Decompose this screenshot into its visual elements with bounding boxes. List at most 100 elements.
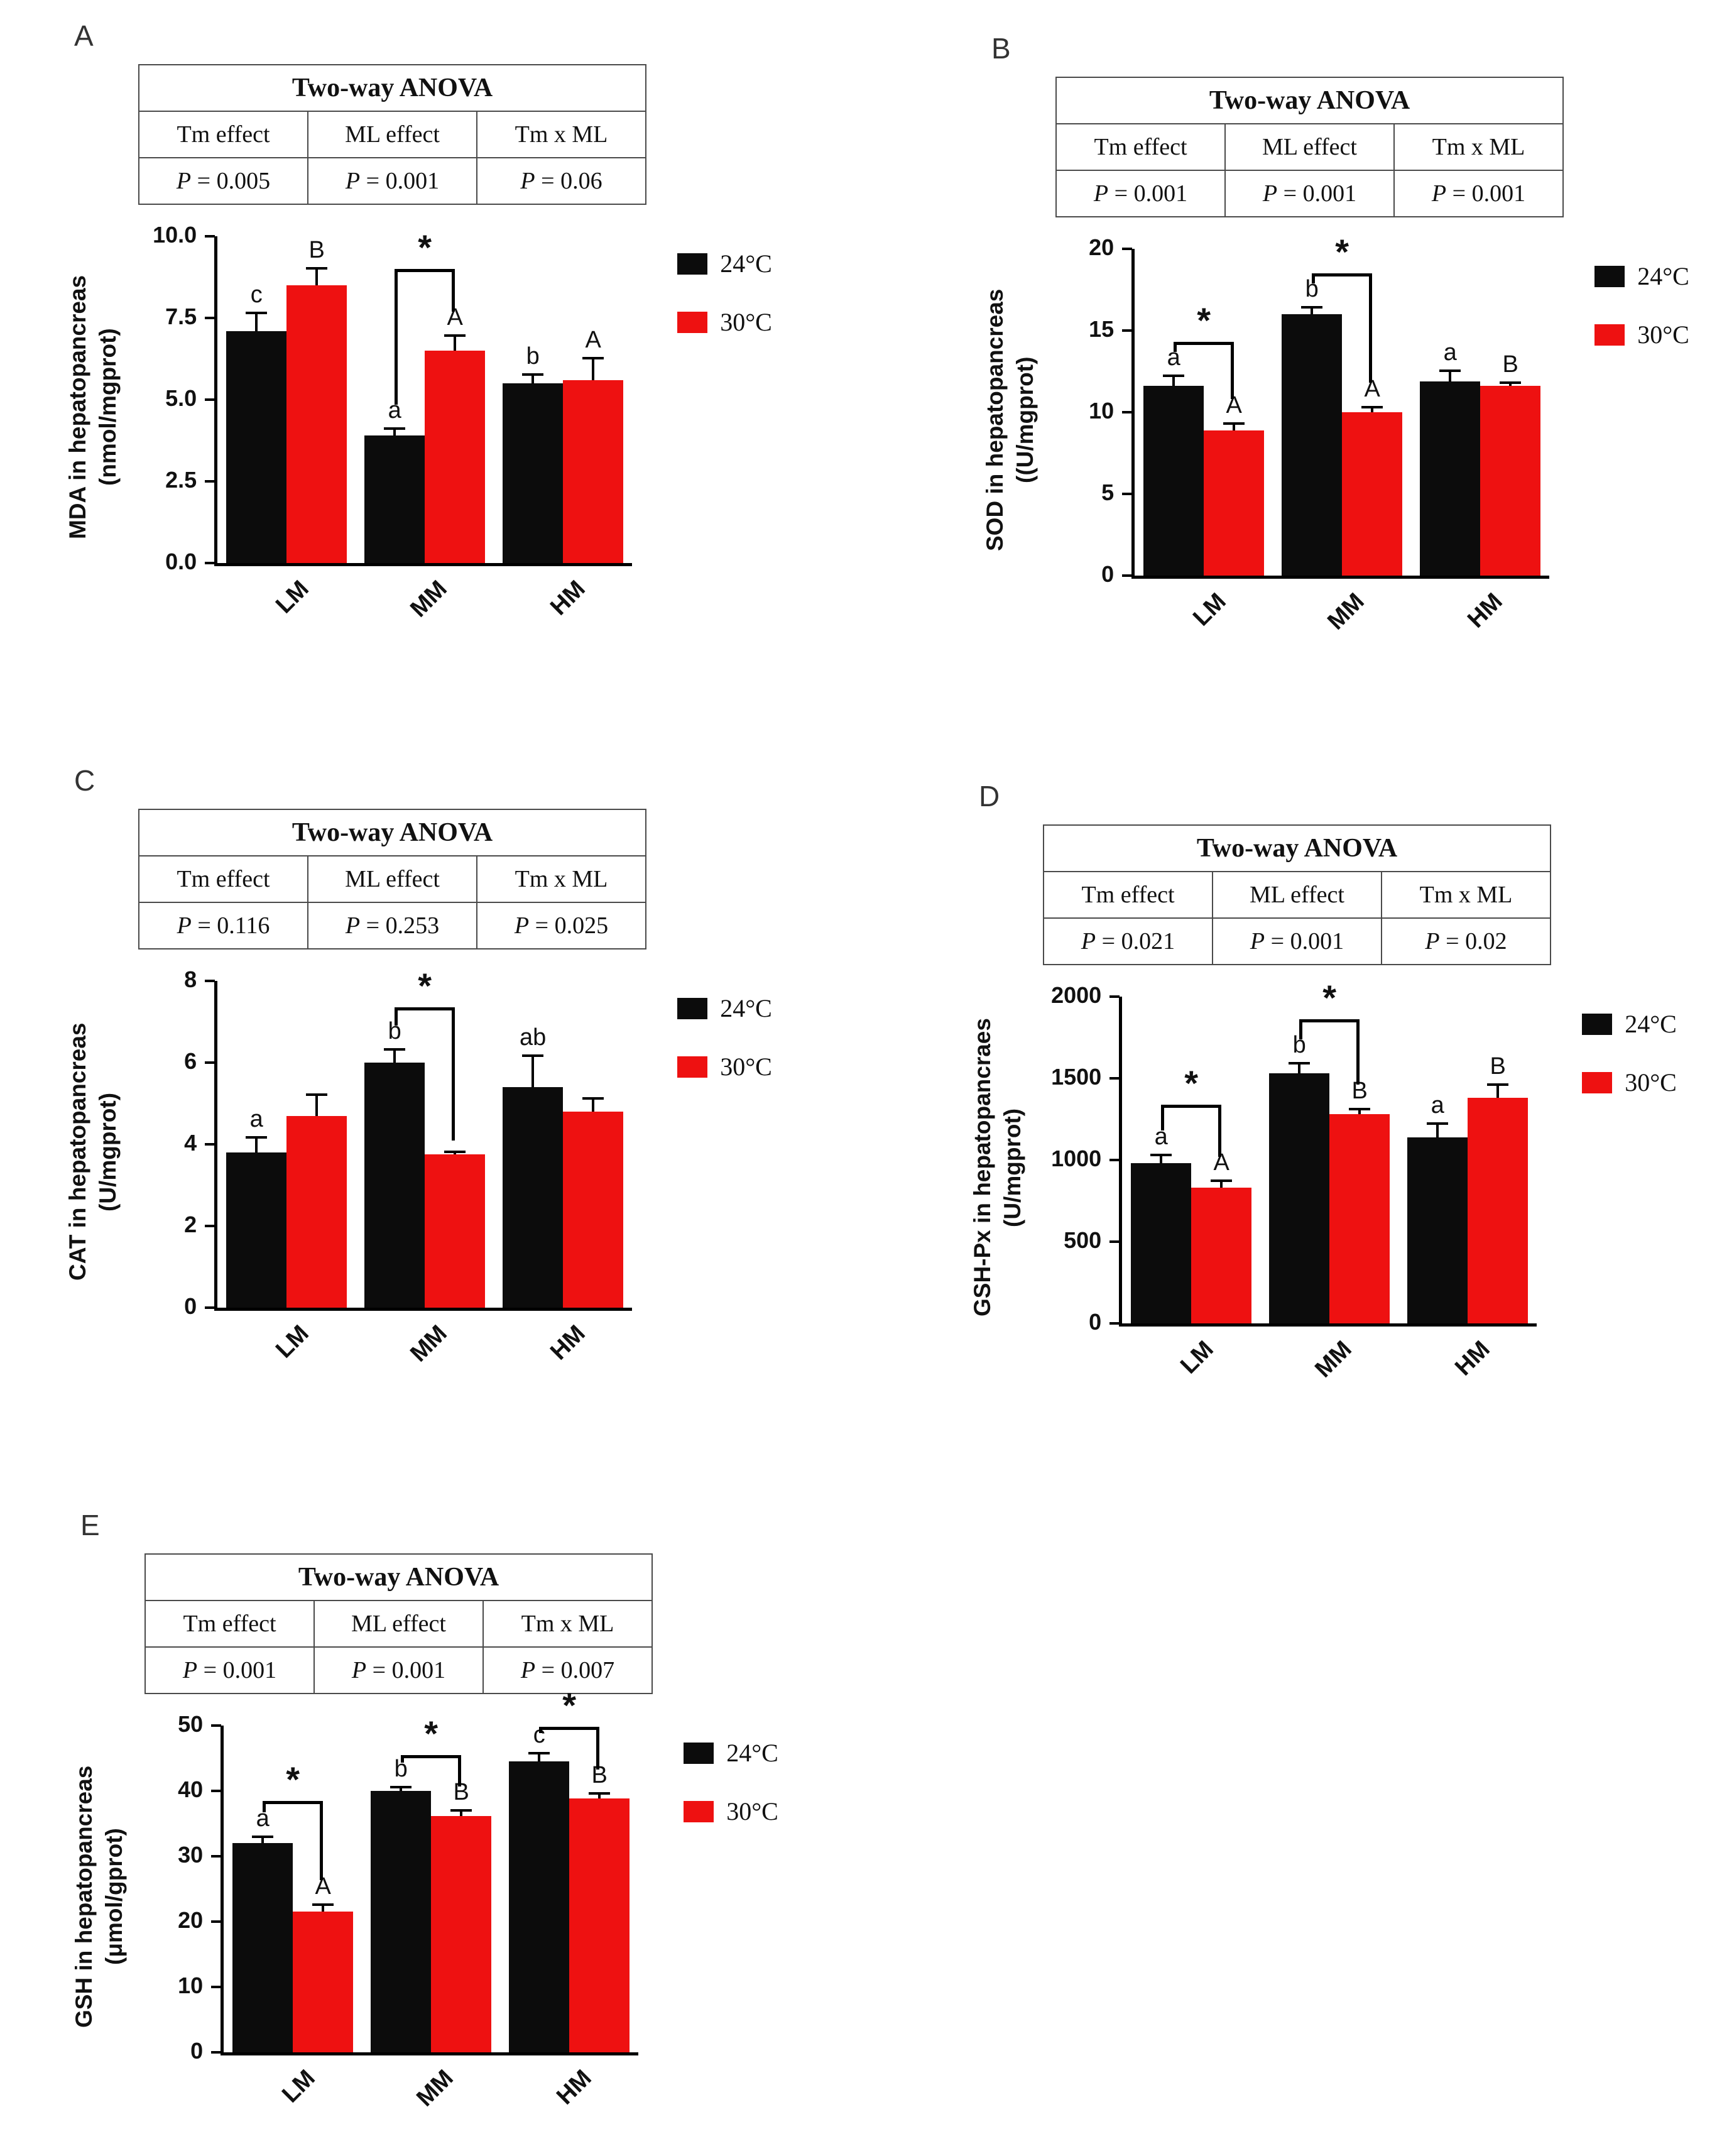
error-bar	[393, 427, 396, 436]
panel-E: E Two-way ANOVA Tm effect ML effect Tm x…	[69, 1508, 778, 2112]
anova-col-interaction: Tm x ML	[476, 111, 646, 158]
bar-30C-MM	[425, 1154, 486, 1308]
sig-letter: b	[1292, 1032, 1306, 1058]
error-bar	[454, 334, 457, 351]
y-tick-mark	[1122, 329, 1133, 332]
anova-p-interaction: P = 0.007	[482, 1646, 653, 1694]
p-value: = 0.02	[1446, 928, 1507, 955]
anova-p-ml: P = 0.001	[307, 157, 477, 205]
anova-title: Two-way ANOVA	[138, 809, 646, 856]
y-tick-label: 20	[178, 1907, 204, 1933]
y-tick-mark	[205, 1143, 215, 1146]
y-tick-mark	[205, 1225, 215, 1227]
sig-bracket-leg	[458, 1754, 462, 1787]
anova-table: Two-way ANOVA Tm effect ML effect Tm x M…	[138, 64, 646, 205]
sig-star: *	[418, 227, 432, 267]
error-bar	[261, 1835, 264, 1844]
error-bar-cap	[582, 1097, 604, 1100]
bar-30C-HM	[1468, 1098, 1529, 1323]
legend-swatch-30c	[1582, 1071, 1613, 1093]
error-bar-cap	[1500, 381, 1522, 384]
legend-item-24c: 24°C	[677, 249, 772, 278]
legend: 24°C 30°C	[677, 249, 772, 337]
p-value: = 0.007	[541, 1657, 615, 1683]
x-tick-label: HM	[545, 576, 591, 621]
y-tick-label: 2000	[1051, 982, 1102, 1008]
y-tick-label: 0	[1089, 1309, 1102, 1335]
legend-label-30c: 30°C	[726, 1797, 778, 1825]
error-bar	[322, 1903, 325, 1912]
p-value: = 0.021	[1101, 928, 1175, 955]
y-tick-mark	[1109, 1077, 1120, 1080]
legend-label-24c: 24°C	[726, 1739, 778, 1767]
p-symbol: P	[351, 1657, 367, 1683]
anova-p-interaction: P = 0.06	[476, 157, 646, 205]
sig-bracket-leg	[452, 269, 455, 312]
bar-30C-LM	[286, 285, 347, 563]
bar-24C-MM	[1282, 314, 1343, 576]
chart-area: GSH in hepatopancreas (μmol/gprot) 0 10 20…	[69, 1688, 778, 2112]
error-bar	[460, 1809, 463, 1816]
legend-label-24c: 24°C	[720, 994, 772, 1022]
error-bar	[598, 1792, 601, 1799]
sig-star: *	[1184, 1063, 1199, 1103]
legend-item-24c: 24°C	[677, 993, 772, 1023]
panel-A: A Two-way ANOVA Tm effect ML effect Tm x…	[63, 19, 772, 622]
y-tick-mark	[1122, 574, 1133, 577]
error-bar-cap	[1150, 1153, 1172, 1156]
anova-col-interaction: Tm x ML	[1381, 871, 1551, 919]
legend: 24°C 30°C	[684, 1738, 778, 1826]
y-tick-mark	[211, 1986, 222, 1988]
sig-letter: B	[591, 1762, 608, 1789]
sig-letter: a	[1167, 344, 1180, 371]
p-symbol: P	[1093, 180, 1109, 207]
sig-letter: a	[1431, 1092, 1444, 1119]
y-tick-mark	[1122, 411, 1133, 413]
y-tick-mark	[1109, 1322, 1120, 1325]
sig-letter: B	[453, 1779, 469, 1806]
x-tick-label: MM	[412, 2065, 459, 2112]
sig-bracket-leg	[395, 1007, 398, 1026]
p-symbol: P	[345, 168, 361, 194]
y-tick-label: 0.0	[165, 549, 197, 574]
p-value: = 0.06	[541, 168, 602, 194]
legend-item-30c: 30°C	[677, 1052, 772, 1081]
error-bar-cap	[1163, 375, 1185, 378]
anova-col-tm-effect: Tm effect	[1043, 871, 1213, 919]
legend-item-30c: 30°C	[1594, 320, 1689, 349]
x-tick-label: MM	[405, 1320, 452, 1367]
y-tick-label: 50	[178, 1711, 204, 1737]
error-bar-cap	[1223, 422, 1245, 425]
legend-label-30c: 30°C	[1625, 1068, 1677, 1097]
error-bar-cap	[252, 1835, 274, 1838]
error-bar-cap	[306, 1093, 328, 1096]
anova-col-ml-effect: ML effect	[1212, 871, 1382, 919]
chart-area: SOD in hepatopancreas ((U/mgprot) 0 5 10 15…	[980, 234, 1689, 635]
legend-label-30c: 30°C	[720, 1053, 772, 1081]
legend-swatch-30c	[684, 1800, 714, 1822]
sig-bracket-leg	[1231, 342, 1235, 400]
error-bar-cap	[522, 1054, 544, 1057]
legend-item-30c: 30°C	[677, 307, 772, 337]
error-bar	[1496, 1083, 1500, 1098]
sig-star: *	[418, 966, 432, 1006]
x-tick-label: HM	[545, 1320, 591, 1365]
sig-letter: B	[1351, 1077, 1368, 1104]
error-bar-cap	[1361, 405, 1383, 408]
anova-col-tm-effect: Tm effect	[138, 111, 308, 158]
x-tick-label: MM	[405, 576, 452, 623]
sig-bracket-leg	[401, 1754, 405, 1763]
bar-24C-MM	[364, 1063, 425, 1308]
sig-letter: B	[1490, 1053, 1506, 1080]
p-value: = 0.025	[535, 912, 609, 939]
sig-letter: A	[315, 1873, 331, 1900]
panel-letter: D	[979, 780, 1000, 813]
x-tick-label: LM	[1188, 588, 1231, 632]
error-bar-cap	[390, 1785, 412, 1788]
anova-p-ml: P = 0.253	[307, 902, 477, 949]
sig-letter: b	[1305, 276, 1319, 302]
sig-bracket-leg	[1174, 342, 1177, 352]
sig-bracket-top	[539, 1727, 600, 1731]
x-tick-label: HM	[1463, 588, 1508, 633]
legend-item-24c: 24°C	[684, 1738, 778, 1768]
